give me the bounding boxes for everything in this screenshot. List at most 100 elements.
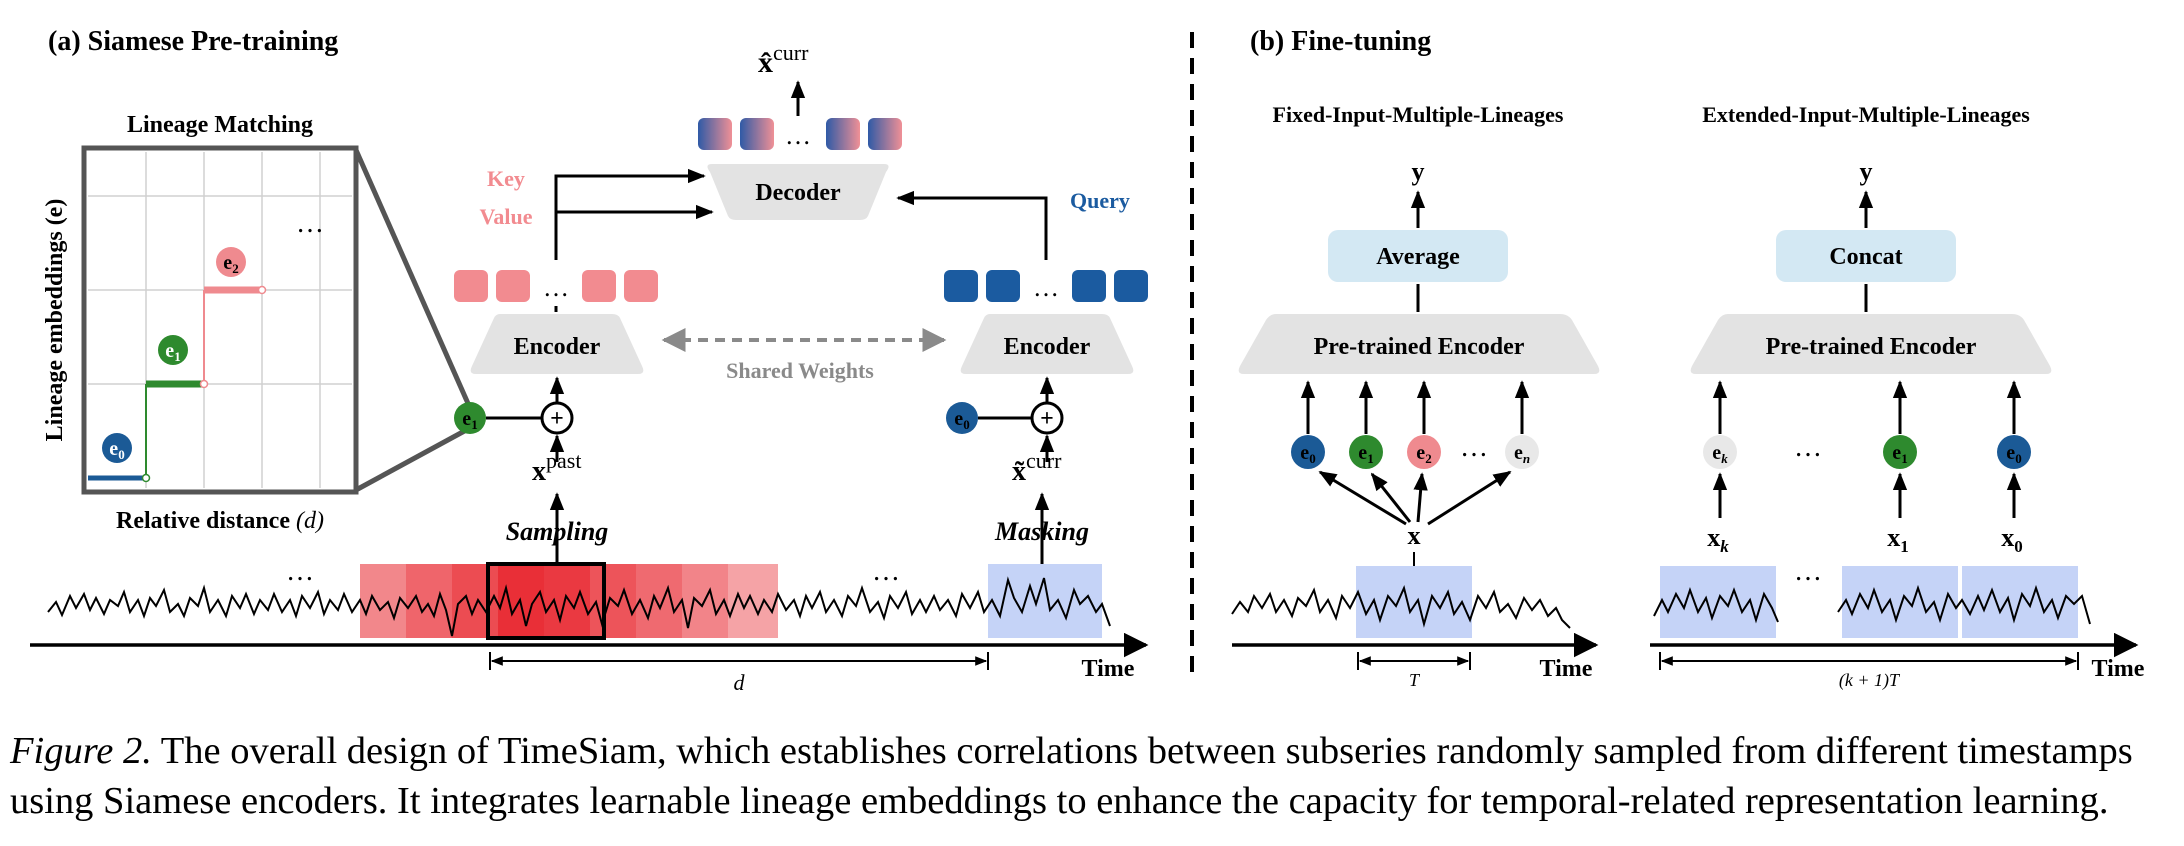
svg-text:e2: e2 [223, 252, 238, 276]
svg-text:e1: e1 [1892, 442, 1907, 466]
output-token [698, 118, 732, 150]
extended-input-xk: xk [1707, 523, 1729, 556]
extended-embedding-arrows [1712, 380, 2022, 434]
extended-input-x1: x1 [1887, 523, 1909, 556]
fixed-input-x: x [1408, 521, 1421, 550]
fixed-embedding-en: en [1505, 435, 1539, 469]
extended-embedding-e0: e0 [1997, 435, 2031, 469]
extended-series-ellipsis: … [1794, 556, 1822, 587]
lineage-matching-box [81, 145, 359, 495]
extended-output-y: y [1860, 157, 1873, 186]
decoder-output-tokens: … [698, 118, 902, 150]
extended-embedding-ellipsis: … [1794, 432, 1822, 463]
svg-text:e1: e1 [165, 340, 180, 364]
lineage-ellipsis: … [296, 208, 324, 239]
fixed-embedding-e1: e1 [1349, 435, 1383, 469]
fixed-aggregate-box [1328, 230, 1508, 282]
svg-text:e0: e0 [954, 408, 969, 432]
left-embedding-e1: e1 [454, 402, 486, 434]
lineage-badge-e2: e2 [216, 247, 246, 277]
panel-b-title: (b) Fine-tuning [1250, 26, 1431, 57]
fixed-output-y: y [1412, 157, 1425, 186]
extended-input-x0: x0 [2001, 523, 2023, 556]
encoder-right-module [960, 314, 1134, 374]
lineage-y-axis-label: Lineage embeddings (e) [42, 199, 68, 442]
lineage-x-axis-label: Relative distance (d) [116, 508, 324, 534]
zoom-line-bottom [354, 425, 472, 493]
key-token [582, 270, 616, 302]
fixed-input-fanout [1318, 470, 1512, 526]
extended-encoder-module [1690, 314, 2052, 374]
key-token-ellipsis: … [543, 273, 569, 302]
svg-text:e2: e2 [1416, 442, 1431, 466]
time-label-a: Time [1082, 656, 1135, 682]
decoder-module [707, 164, 889, 220]
masking-region [988, 564, 1102, 638]
encoder-left-label: Encoder [514, 334, 601, 360]
query-token [944, 270, 978, 302]
extended-input-arrows [1712, 472, 2022, 518]
query-token [1114, 270, 1148, 302]
extended-aggregate-label: Concat [1829, 244, 1902, 270]
output-token [740, 118, 774, 150]
extended-encoder-label: Pre-trained Encoder [1766, 334, 1977, 360]
lineage-badge-e0: e0 [102, 433, 132, 463]
key-value-tokens: … [454, 270, 658, 302]
extended-embedding-e1: e1 [1883, 435, 1917, 469]
encoder-right-label: Encoder [1004, 334, 1091, 360]
fixed-aggregate-label: Average [1376, 244, 1460, 270]
svg-text:e1: e1 [1358, 442, 1373, 466]
key-token [496, 270, 530, 302]
fixed-embedding-e0: e0 [1291, 435, 1325, 469]
figure-caption: Figure 2. The overall design of TimeSiam… [10, 726, 2180, 826]
fixed-encoder-module [1238, 314, 1600, 374]
query-label: Query [1070, 188, 1130, 213]
extended-title: Extended-Input-Multiple-Lineages [1702, 102, 2030, 127]
distance-label: d [734, 670, 746, 695]
fixed-encoder-label: Pre-trained Encoder [1314, 334, 1525, 360]
shared-weights-label: Shared Weights [726, 358, 874, 383]
output-token [868, 118, 902, 150]
svg-text:e0: e0 [1300, 442, 1315, 466]
right-embedding-e0: e0 [946, 402, 978, 434]
timeseries-a [47, 576, 1111, 637]
sampled-window [486, 562, 606, 640]
extended-window-1 [1842, 566, 1958, 638]
query-token [986, 270, 1020, 302]
lineage-matching-title: Lineage Matching [127, 112, 313, 138]
timeseries-extended [1653, 586, 1779, 624]
zoom-line-top [353, 148, 473, 410]
svg-text:e1: e1 [462, 408, 477, 432]
value-label: Value [480, 204, 533, 229]
svg-text:+: + [1040, 406, 1054, 432]
query-token-ellipsis: … [1033, 273, 1059, 302]
svg-text:e0: e0 [2006, 442, 2021, 466]
svg-text:e0: e0 [109, 438, 124, 462]
output-token-ellipsis: … [785, 121, 811, 150]
caption-text: The overall design of TimeSiam, which es… [10, 730, 2133, 822]
curr-input-label: x̃curr [1012, 448, 1062, 487]
output-xhat-curr: x̂curr [758, 40, 809, 79]
time-label-extended: Time [2092, 656, 2145, 682]
key-label: Key [487, 166, 525, 191]
panel-a-title: (a) Siamese Pre-training [48, 26, 338, 57]
query-token [1072, 270, 1106, 302]
lineage-step-1-end [199, 379, 209, 389]
key-token [454, 270, 488, 302]
query-tokens: … [944, 270, 1148, 302]
fixed-span-label: T [1409, 670, 1421, 690]
fixed-embedding-arrows [1300, 380, 1530, 434]
lineage-badge-e1: e1 [158, 335, 188, 365]
time-label-fixed: Time [1540, 656, 1593, 682]
decoder-label: Decoder [755, 180, 841, 206]
svg-text:+: + [550, 406, 564, 432]
svg-text:en: en [1514, 442, 1530, 466]
series-ellipsis-left: … [286, 556, 314, 587]
encoder-left-module [470, 314, 644, 374]
right-add-node: + [1030, 401, 1064, 435]
output-token [826, 118, 860, 150]
timeseries-fixed [1231, 584, 1571, 629]
key-arrow [554, 168, 706, 260]
extended-embedding-ek: ek [1703, 435, 1737, 469]
left-add-node: + [540, 401, 574, 435]
